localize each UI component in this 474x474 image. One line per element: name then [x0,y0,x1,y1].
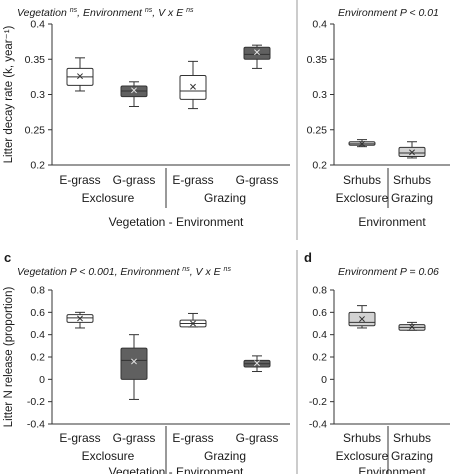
title-part: Environment P < 0.01 [338,7,439,19]
y-tick-label: 0.25 [25,124,46,136]
panel-title: Vegetation P < 0.001, Environment ns, V … [17,266,231,278]
y-tick-label: 0.4 [312,19,327,31]
box-2 [398,141,426,159]
title-superscript: ns [70,7,78,14]
y-tick-label: 0.2 [312,352,327,364]
y-tick-label: 0.2 [30,160,45,172]
panel-title: Environment P = 0.06 [338,266,439,278]
y-tick-label: 0 [39,374,45,386]
y-tick-label: -0.4 [309,419,327,431]
x-category-label: E-grass [172,431,213,445]
title-superscript: ns [224,266,232,273]
panel-title: Vegetation ns, Environment ns, V x E ns [17,7,194,19]
box-1 [348,139,376,148]
box-2 [398,321,426,331]
x-group-label: Grazing [391,449,433,463]
x-category-label: E-grass [59,431,100,445]
x-group-label: Exclosure [336,191,389,205]
box-4 [243,355,271,373]
y-tick-label: 0.2 [312,160,327,172]
x-category-label: Srhubs [393,431,431,445]
y-axis-title: Litter N release (proportion) [3,287,15,428]
x-group-label: Exclosure [82,191,135,205]
title-superscript: ns [186,7,194,14]
title-part: , Environment [77,7,145,19]
y-tick-label: 0 [321,374,327,386]
mean-marker [409,149,415,156]
x-group-label: Grazing [204,191,246,205]
y-tick-label: 0.4 [30,19,45,31]
mean-marker [77,315,83,322]
iqr-box [243,46,271,60]
y-tick-label: 0.2 [30,352,45,364]
title-part: Vegetation P < 0.001, Environment [17,266,182,278]
panel-label: c [4,250,11,265]
panel-label: d [304,250,312,265]
y-tick-label: -0.2 [309,396,327,408]
y-tick-label: -0.4 [27,419,45,431]
panel-d: d Environment P = 0.06 -0.4 -0.2 0 0.2 0.4 0.6 0… [304,250,450,474]
x-category-label: G-grass [113,173,156,187]
title-superscript: ns [182,266,190,273]
y-tick-label: 0.3 [30,89,45,101]
y-tick-label: 0.8 [312,285,327,297]
y-tick-label: 0.6 [30,307,45,319]
y-tick-label: 0.25 [307,124,328,136]
title-superscript: ns [145,7,153,14]
panel-a: Vegetation ns, Environment ns, V x E ns0… [3,7,290,229]
box-1 [348,305,376,329]
iqr-box [120,347,148,380]
mean-marker [359,316,365,322]
panel-title: Environment P < 0.01 [338,7,439,19]
x-category-label: Srhubs [343,173,381,187]
title-part: , V x E [190,266,224,278]
title-part: Environment P = 0.06 [338,266,439,278]
panel-b: Environment P < 0.01 0.2 0.25 0.3 0.35 0.4 Srh… [307,7,450,229]
y-tick-label: 0.35 [307,54,328,66]
y-tick-label: 0.3 [312,89,327,101]
mean-marker [359,140,365,147]
y-axis-title: Litter decay rate (k, year⁻¹) [3,25,15,163]
x-category-label: G-grass [236,431,279,445]
mean-marker [190,83,196,90]
mean-marker [254,360,260,367]
x-axis-title: Vegetation - Environment [109,215,244,229]
x-group-label: Exclosure [336,449,389,463]
x-axis-title: Environment [358,465,426,474]
x-group-label: Grazing [391,191,433,205]
y-tick-label: 0.6 [312,307,327,319]
x-category-label: G-grass [113,431,156,445]
mean-marker [77,73,83,80]
title-part: Vegetation [17,7,70,19]
x-axis-title: Environment [358,215,426,229]
x-category-label: Srhubs [393,173,431,187]
box-2 [120,81,148,107]
panel-c: c Vegetation P < 0.001, Environment ns, V… [3,250,290,474]
y-tick-label: 0.4 [312,329,327,341]
title-part: , V x E [152,7,186,19]
x-category-label: E-grass [59,173,100,187]
box-2 [120,334,148,400]
box-1 [66,57,94,92]
mean-marker [409,323,415,330]
mean-marker [131,87,137,94]
box-3 [179,60,207,110]
box-4 [243,44,271,69]
x-group-label: Grazing [204,449,246,463]
y-tick-label: 0.8 [30,285,45,297]
y-tick-label: -0.2 [27,396,45,408]
x-category-label: G-grass [236,173,279,187]
mean-marker [254,49,260,56]
mean-marker [131,358,137,365]
x-group-label: Exclosure [82,449,135,463]
x-category-label: Srhubs [343,431,381,445]
y-tick-label: 0.4 [30,329,45,341]
x-category-label: E-grass [172,173,213,187]
box-1 [66,311,94,329]
x-axis-title: Vegetation - Environment [109,465,244,474]
box-3 [179,312,207,328]
mean-marker [190,320,196,327]
y-tick-label: 0.35 [25,54,46,66]
